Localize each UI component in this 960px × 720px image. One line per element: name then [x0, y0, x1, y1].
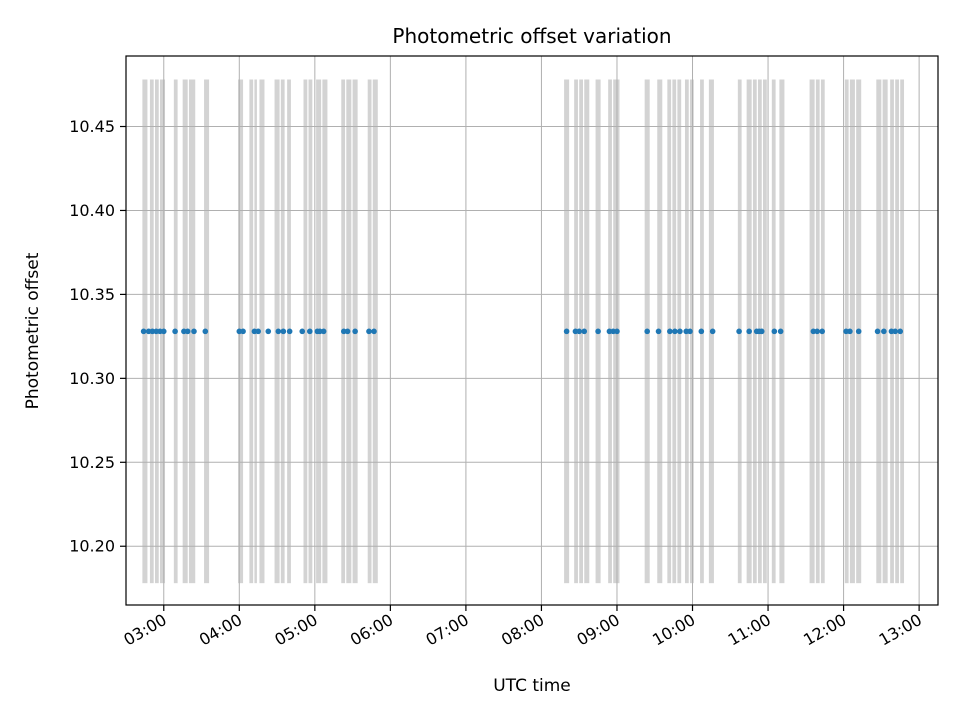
data-point: [320, 328, 327, 335]
data-point: [667, 328, 673, 335]
data-point: [202, 328, 209, 335]
exposure-band: [763, 79, 767, 584]
data-point: [576, 328, 583, 335]
data-point: [855, 328, 862, 335]
data-point: [366, 328, 372, 335]
data-point: [280, 328, 287, 335]
data-point: [299, 328, 306, 335]
data-point: [160, 328, 167, 335]
data-point: [352, 328, 358, 335]
data-point: [286, 328, 293, 335]
data-point: [777, 328, 784, 335]
data-point: [140, 328, 147, 335]
data-point: [172, 328, 178, 335]
data-point: [819, 328, 825, 335]
data-point: [672, 328, 678, 335]
data-point: [758, 328, 765, 335]
y-axis-title: Photometric offset: [23, 252, 43, 409]
data-point: [897, 328, 904, 335]
data-point: [736, 328, 742, 335]
data-point: [191, 328, 197, 335]
data-point: [655, 328, 662, 335]
data-point: [240, 328, 246, 335]
data-point: [614, 328, 620, 335]
x-axis-title: UTC time: [493, 676, 571, 696]
data-point: [581, 328, 588, 335]
data-point: [344, 328, 351, 335]
y-tick-label: 10.45: [69, 117, 115, 136]
y-tick-label: 10.30: [69, 369, 115, 388]
data-point: [847, 328, 853, 335]
exposure-band: [249, 79, 254, 584]
data-point: [709, 328, 716, 335]
exposure-band: [303, 79, 308, 584]
y-tick-label: 10.40: [69, 201, 115, 220]
y-axis: 10.20 10.25 10.30 10.35 10.40 10.45: [69, 117, 126, 556]
data-point: [563, 328, 570, 335]
data-point: [255, 328, 261, 335]
plot-frame: [125, 55, 939, 606]
data-point: [371, 328, 377, 335]
data-point: [644, 328, 650, 335]
data-point: [892, 328, 898, 335]
data-point: [307, 328, 313, 335]
data-point: [184, 328, 191, 335]
data-point: [698, 328, 705, 335]
data-point: [814, 328, 820, 335]
y-tick-label: 10.20: [69, 537, 115, 556]
data-point: [595, 328, 601, 335]
exposure-band: [259, 79, 265, 584]
data-point: [275, 328, 282, 335]
chart-title: Photometric offset variation: [392, 24, 671, 48]
data-points: [140, 328, 904, 335]
y-tick-label: 10.35: [69, 285, 115, 304]
data-point: [265, 328, 272, 335]
data-point: [881, 328, 887, 335]
data-point: [874, 328, 881, 335]
data-point: [771, 328, 778, 335]
data-point: [746, 328, 752, 335]
data-point: [677, 328, 683, 335]
y-tick-label: 10.25: [69, 453, 115, 472]
data-point: [687, 328, 693, 335]
